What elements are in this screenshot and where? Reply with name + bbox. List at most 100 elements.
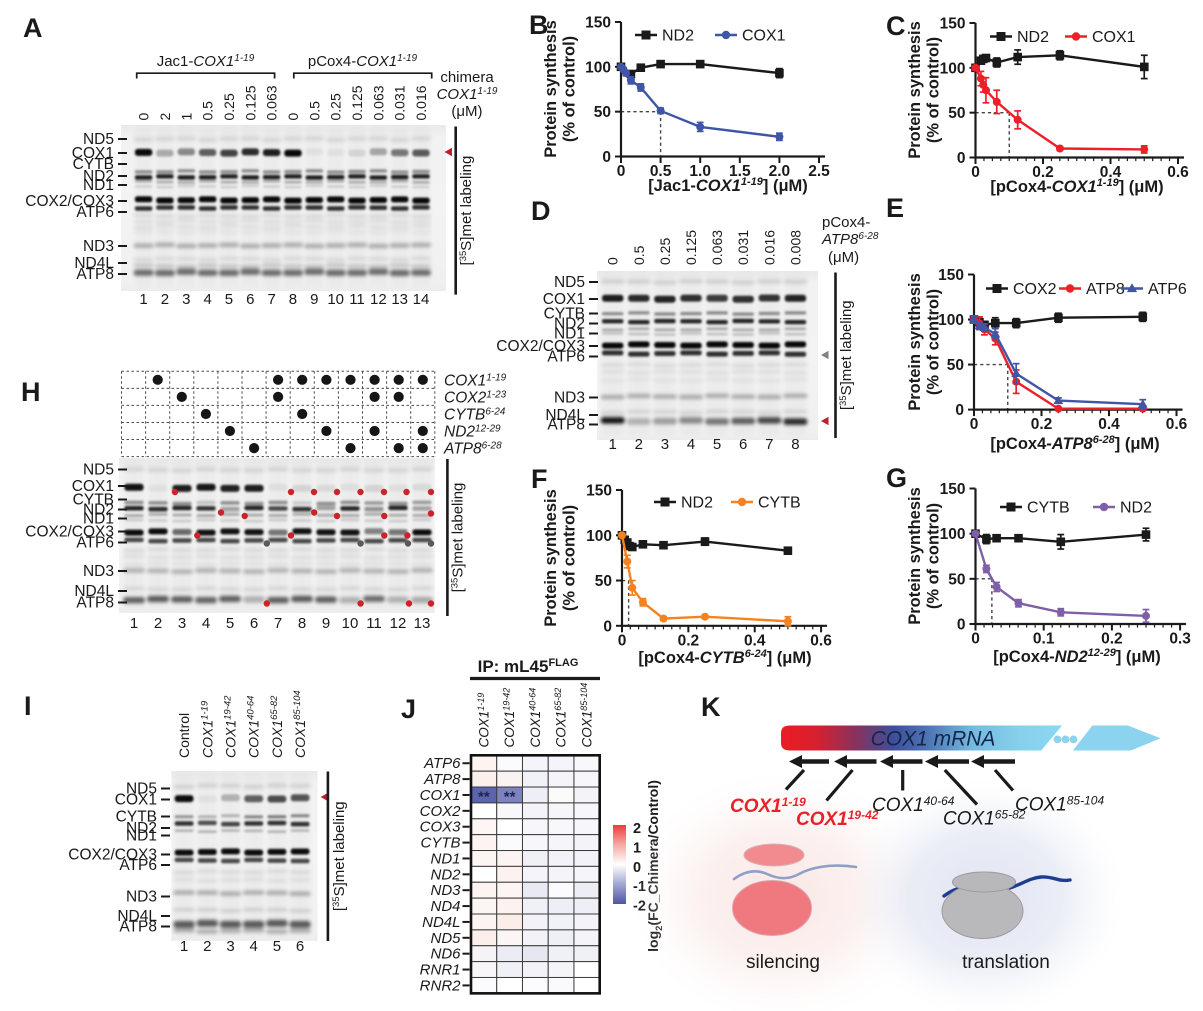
svg-text:Protein synthesis: Protein synthesis (906, 273, 924, 411)
svg-text:A: A (23, 13, 43, 43)
svg-text:I: I (24, 691, 32, 721)
svg-text:0.3: 0.3 (1169, 631, 1191, 648)
svg-text:3: 3 (226, 938, 234, 955)
svg-text:CYTB: CYTB (73, 156, 114, 173)
svg-text:[35S]met labeling: [35S]met labeling (331, 801, 348, 911)
svg-text:COX1: COX1 (1092, 29, 1136, 46)
svg-text:ND3: ND3 (83, 238, 114, 255)
svg-text:(% of control): (% of control) (561, 505, 579, 611)
svg-text:150: 150 (938, 267, 964, 284)
svg-text:COX2: COX2 (420, 803, 462, 820)
svg-text:COX21-23: COX21-23 (444, 389, 507, 406)
svg-text:150: 150 (586, 483, 612, 500)
svg-text:COX1 mRNA: COX1 mRNA (871, 728, 996, 751)
svg-text:6: 6 (296, 938, 304, 955)
svg-text:0: 0 (603, 618, 612, 635)
svg-text:ATP6: ATP6 (547, 349, 585, 366)
svg-text:0.008: 0.008 (787, 230, 803, 265)
svg-text:B: B (529, 10, 549, 40)
svg-text:0: 0 (602, 149, 611, 166)
svg-text:COX1: COX1 (420, 787, 461, 804)
svg-text:CYTB: CYTB (420, 835, 460, 852)
svg-text:4: 4 (687, 436, 695, 453)
svg-text:ND6: ND6 (430, 946, 461, 963)
svg-text:5: 5 (226, 615, 234, 632)
svg-text:COX140-64: COX140-64 (246, 696, 262, 758)
svg-text:G: G (886, 463, 907, 493)
svg-text:ND3: ND3 (554, 390, 585, 407)
svg-text:[pCox4-COX11-19] (μM): [pCox4-COX11-19] (μM) (990, 177, 1163, 196)
svg-text:1: 1 (609, 436, 617, 453)
svg-text:0.063: 0.063 (709, 230, 725, 265)
svg-text:translation: translation (962, 952, 1050, 973)
svg-text:ND2: ND2 (1120, 500, 1152, 517)
svg-text:ND5: ND5 (430, 930, 461, 947)
svg-text:0.125: 0.125 (242, 85, 258, 120)
svg-text:CYTB: CYTB (116, 809, 157, 826)
svg-text:ND4L: ND4L (422, 914, 460, 931)
svg-text:D: D (531, 196, 551, 226)
svg-text:100: 100 (586, 528, 612, 545)
svg-text:0: 0 (957, 617, 966, 634)
svg-text:50: 50 (947, 357, 964, 374)
svg-text:COX140-64: COX140-64 (527, 688, 543, 748)
svg-text:ATP8: ATP8 (119, 919, 157, 936)
svg-text:E: E (886, 193, 904, 223)
svg-text:ND5: ND5 (83, 131, 114, 148)
svg-text:COX2/COX3: COX2/COX3 (68, 847, 157, 864)
svg-text:ND1: ND1 (126, 828, 157, 845)
svg-text:5: 5 (273, 938, 281, 955)
svg-text:ATP86-28: ATP86-28 (443, 441, 502, 458)
svg-text:[pCox4-ATP86-28] (μM): [pCox4-ATP86-28] (μM) (990, 434, 1159, 453)
svg-text:0.125: 0.125 (683, 230, 699, 265)
svg-text:COX11-19: COX11-19 (476, 693, 492, 748)
svg-text:2: 2 (157, 113, 173, 121)
svg-text:H: H (21, 377, 41, 407)
svg-text:ND2: ND2 (83, 168, 114, 185)
svg-text:ND4L: ND4L (545, 407, 585, 424)
svg-text:0: 0 (285, 113, 301, 121)
svg-text:COX165-82: COX165-82 (943, 808, 1026, 830)
svg-text:2: 2 (203, 938, 211, 955)
svg-text:ND4L: ND4L (74, 583, 114, 600)
svg-text:COX185-104: COX185-104 (292, 690, 308, 758)
svg-text:K: K (701, 692, 721, 722)
svg-text:Protein synthesis: Protein synthesis (906, 21, 924, 159)
svg-text:3: 3 (178, 615, 186, 632)
svg-text:100: 100 (940, 60, 966, 77)
svg-text:ATP6: ATP6 (76, 535, 114, 552)
svg-text:ND1: ND1 (554, 326, 585, 343)
svg-text:ND3: ND3 (126, 889, 157, 906)
svg-text:0.063: 0.063 (370, 85, 386, 120)
svg-text:0.6: 0.6 (1166, 416, 1188, 433)
svg-text:COX140-64: COX140-64 (872, 794, 955, 816)
svg-text:100: 100 (938, 312, 964, 329)
svg-text:0.2: 0.2 (678, 632, 700, 649)
svg-text:12: 12 (390, 615, 407, 632)
svg-text:13: 13 (391, 291, 408, 308)
svg-text:11: 11 (366, 615, 382, 632)
svg-text:0.4: 0.4 (744, 632, 766, 649)
svg-text:6: 6 (250, 615, 258, 632)
svg-text:0.063: 0.063 (264, 85, 280, 120)
svg-text:12: 12 (370, 291, 387, 308)
svg-text:(% of control): (% of control) (925, 289, 943, 395)
svg-text:COX1: COX1 (72, 478, 114, 495)
svg-text:0.1: 0.1 (1033, 631, 1055, 648)
svg-text:[35S]met labeling: [35S]met labeling (838, 300, 855, 410)
svg-text:ATP6: ATP6 (76, 204, 114, 221)
svg-text:7: 7 (267, 291, 275, 308)
svg-text:CYTB: CYTB (73, 492, 114, 509)
svg-text:**: ** (504, 788, 516, 805)
svg-text:0: 0 (136, 113, 152, 121)
svg-text:0.5: 0.5 (631, 245, 647, 265)
svg-text:F: F (531, 464, 548, 494)
svg-text:150: 150 (940, 481, 966, 498)
svg-text:Protein synthesis: Protein synthesis (542, 20, 560, 158)
svg-text:COX119-42: COX119-42 (502, 688, 518, 748)
svg-text:COX2/COX3: COX2/COX3 (25, 524, 114, 541)
svg-text:ND1: ND1 (430, 850, 460, 867)
svg-text:[35S]met labeling: [35S]met labeling (458, 156, 475, 266)
svg-text:ND2: ND2 (554, 316, 585, 333)
svg-text:silencing: silencing (746, 952, 820, 973)
